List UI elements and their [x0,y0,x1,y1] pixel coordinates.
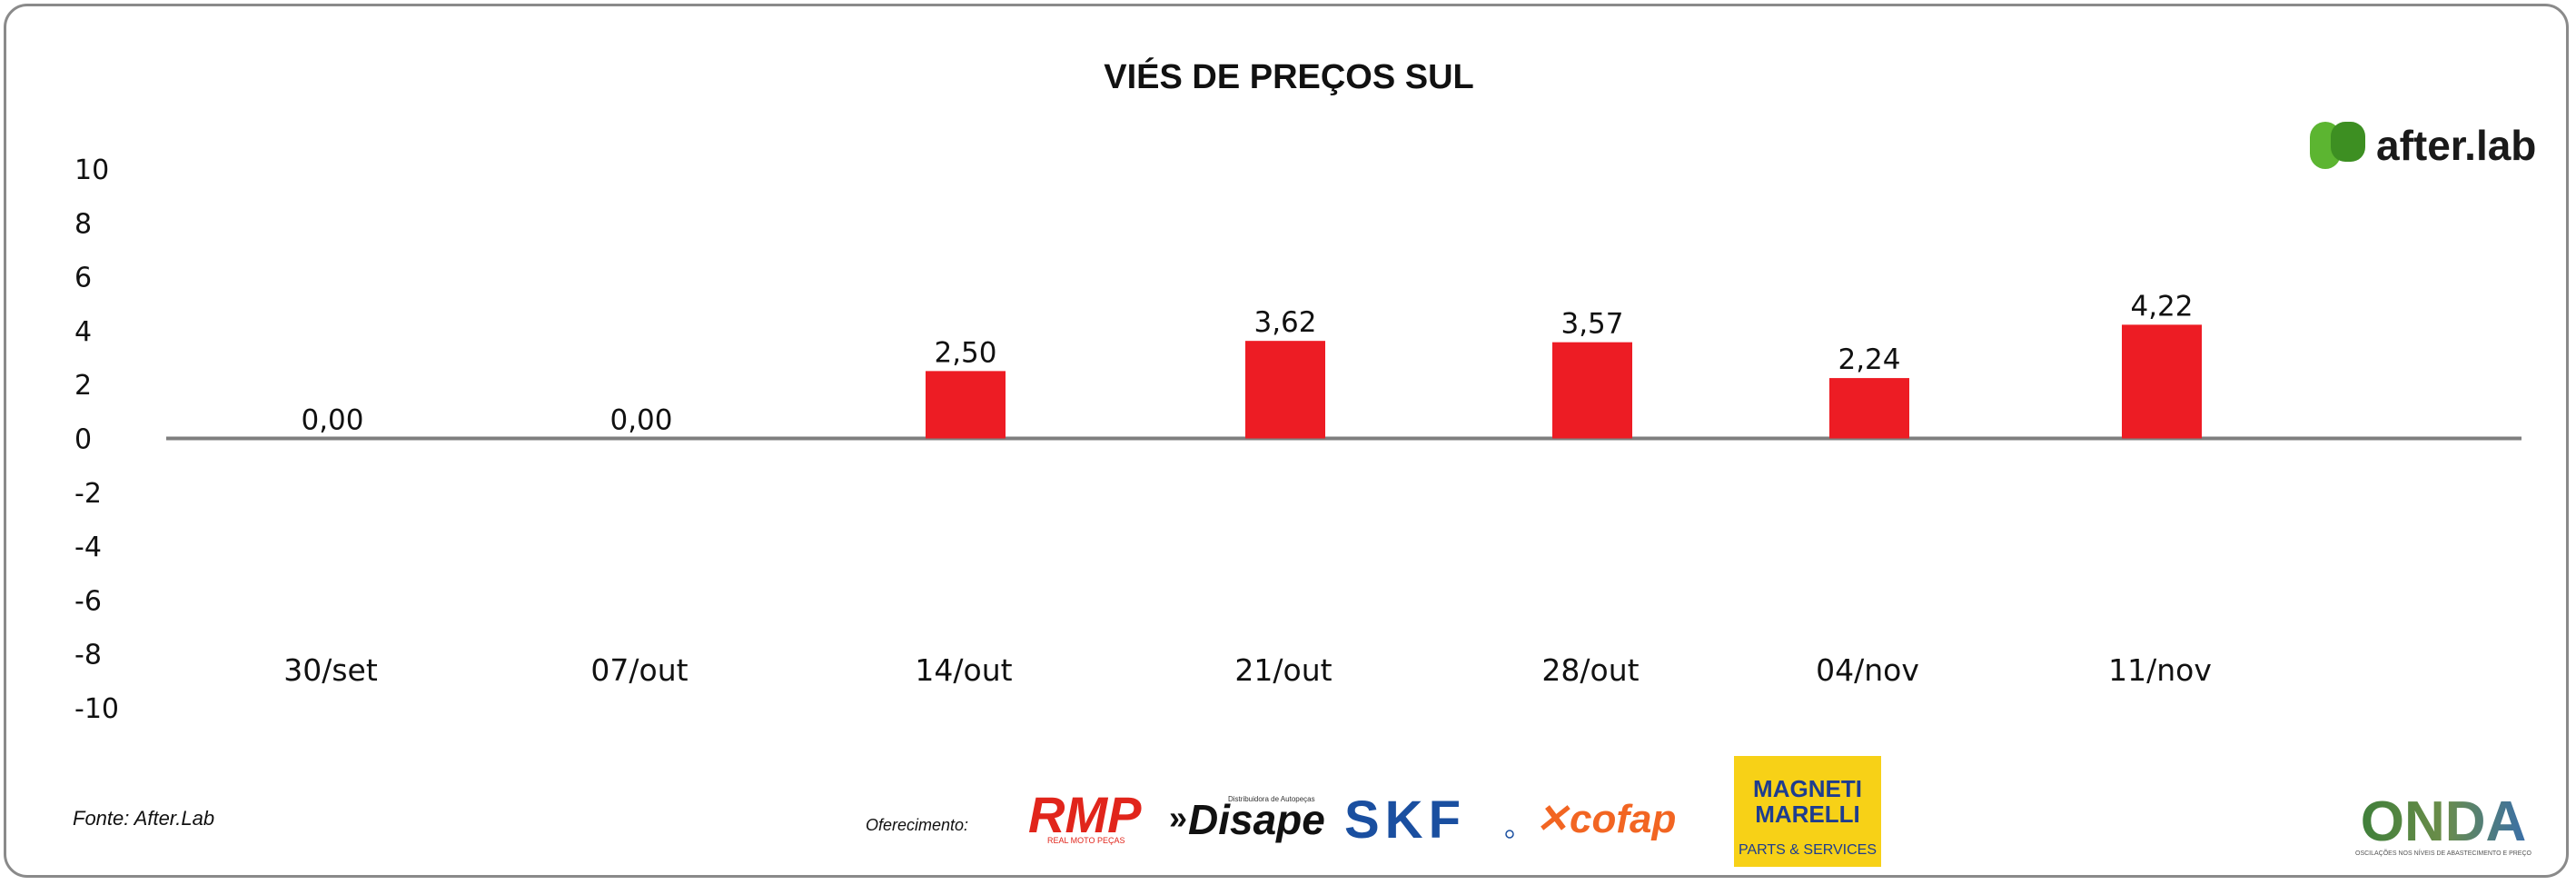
chart-title: VIÉS DE PREÇOS SUL [1104,56,1474,96]
data-label: 0,00 [301,404,363,437]
data-label: 3,62 [1253,306,1316,339]
disape-logo-text: Disape [1188,796,1325,843]
y-tick-label: -8 [74,640,102,671]
bar [1552,342,1632,439]
bar [1245,341,1325,439]
sponsor-label: Oferecimento: [866,816,969,834]
skf-logo-text: SKF [1344,791,1466,850]
y-tick-label: 10 [74,154,109,186]
x-tick-label: 14/out [915,652,1012,688]
x-tick-label: 21/out [1234,652,1332,688]
x-tick-label: 11/nov [2108,652,2212,688]
data-label: 4,22 [2130,290,2193,323]
magneti-line1: MAGNETI [1753,775,1862,802]
disape-logo-sub: Distribuidora de Autopeças [1228,795,1315,803]
data-label: 2,24 [1838,343,1900,376]
disape-chevron-icon: » [1169,799,1187,836]
cofap-x-icon: ✕ [1535,797,1570,841]
y-tick-label: -4 [74,532,102,563]
x-axis: 30/set 07/out 14/out 21/out 28/out 04/nov 11/n… [283,652,2212,688]
y-tick-label: 6 [74,263,92,294]
y-tick-label: 8 [74,208,92,240]
y-tick-label: 0 [74,424,92,456]
chart-card [4,4,2569,878]
bar [2122,324,2202,439]
data-label: 3,57 [1560,308,1623,341]
afterlab-logo-mark-right [2331,122,2365,162]
y-tick-label: -2 [74,478,102,510]
registered-icon [1505,830,1514,839]
disape-logo: » Disape Distribuidora de Autopeças [1169,795,1325,843]
source-note: Fonte: After.Lab [73,807,215,830]
x-tick-label: 04/nov [1816,652,1919,688]
cofap-logo: ✕ cofap [1535,797,1676,841]
onda-logo-text: ONDA [2361,791,2527,853]
y-tick-label: -10 [74,693,119,725]
cofap-logo-text: cofap [1570,797,1676,841]
rmp-logo-text: RMP [1028,786,1142,843]
y-tick-label: 4 [74,316,92,348]
y-axis: 10 8 6 4 2 0 -2 -4 -6 -8 -10 [74,154,119,725]
x-tick-label: 07/out [590,652,688,688]
skf-logo: SKF [1344,791,1514,850]
x-tick-label: 28/out [1541,652,1639,688]
afterlab-logo-text: after.lab [2376,122,2536,169]
bar [1829,378,1909,439]
bar [926,371,1006,439]
magneti-line2: MARELLI [1755,800,1860,828]
data-label: 0,00 [609,404,672,437]
magneti-marelli-box [1734,756,1881,867]
rmp-logo-sub: REAL MOTO PEÇAS [1047,836,1125,845]
onda-logo: ONDA OSCILAÇÕES NOS NÍVEIS DE ABASTECIME… [2355,791,2532,857]
onda-logo-sub: OSCILAÇÕES NOS NÍVEIS DE ABASTECIMENTO E… [2355,849,2532,857]
afterlab-logo: after.lab [2310,122,2536,169]
magneti-sub: PARTS & SERVICES [1739,842,1877,858]
x-tick-label: 30/set [283,652,378,688]
rmp-logo: RMP REAL MOTO PEÇAS [1028,786,1142,845]
data-label: 2,50 [934,336,996,369]
bars: 0,00 0,00 2,50 3,62 3,57 2,24 4,22 [301,290,2202,439]
magneti-marelli-logo: MAGNETI MARELLI PARTS & SERVICES [1734,756,1881,867]
y-tick-label: 2 [74,370,92,402]
y-tick-label: -6 [74,585,102,617]
